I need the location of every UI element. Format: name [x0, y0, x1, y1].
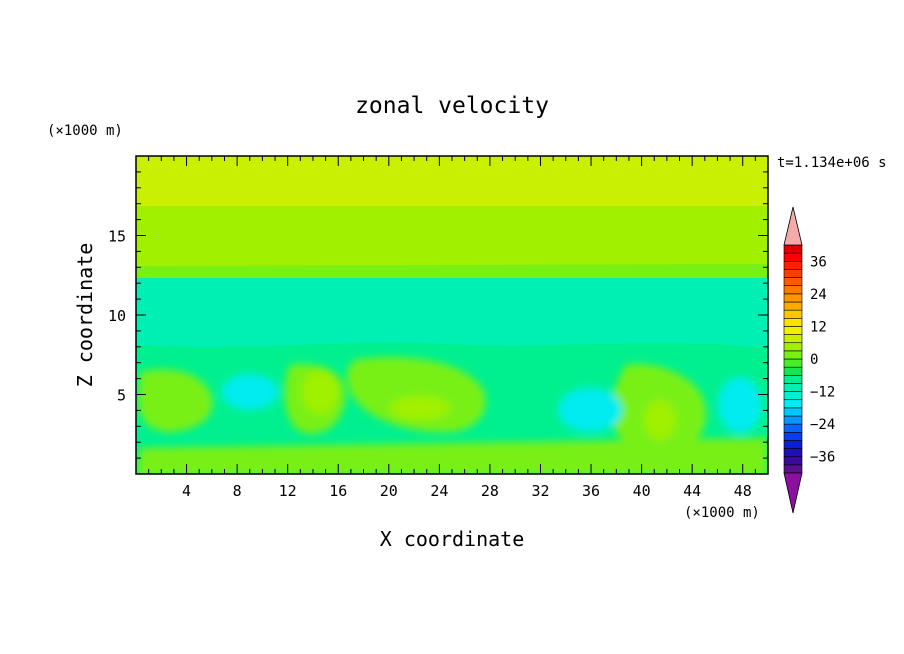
- colorbar-tick-labels: −36 −24 −12 0 12 24 36: [810, 254, 835, 465]
- colorbar-swatch: [783, 277, 803, 287]
- colorbar-tick-label: −36: [810, 450, 835, 466]
- contour-field: [136, 156, 768, 474]
- jet-edge: [136, 264, 768, 282]
- x-axis-label: X coordinate: [380, 527, 525, 551]
- x-tick-label: 12: [279, 482, 297, 500]
- colorbar-over-arrow: [783, 206, 803, 246]
- colorbar-swatch: [783, 350, 803, 360]
- y-tick-labels: 5 10 15: [108, 228, 126, 405]
- band-mid-upper: [136, 206, 768, 272]
- colorbar-swatch: [783, 431, 803, 441]
- colorbar-swatch: [783, 440, 803, 449]
- colorbar-swatch: [783, 383, 803, 392]
- lower-green-5: [136, 438, 768, 474]
- colorbar-tick-label: 36: [810, 254, 827, 270]
- colorbar: [783, 206, 803, 514]
- band-upper-bright: [136, 156, 768, 196]
- colorbar-tick-label: −12: [810, 385, 835, 401]
- x-tick-label: 20: [380, 482, 398, 500]
- colorbar-swatch: [783, 391, 803, 401]
- colorbar-swatch: [783, 456, 803, 466]
- colorbar-tick-label: 24: [810, 287, 827, 303]
- x-tick-label: 8: [233, 482, 242, 500]
- x-tick-label: 16: [329, 482, 347, 500]
- colorbar-swatch: [783, 269, 803, 278]
- yellow-green-1: [390, 396, 450, 420]
- axis-ticks: [136, 156, 768, 474]
- colorbar-swatch: [783, 358, 803, 368]
- colorbar-swatch: [783, 260, 803, 270]
- y-axis-unit: (×1000 m): [47, 123, 123, 139]
- x-tick-label: 28: [481, 482, 499, 500]
- cyan-pocket-1: [222, 374, 278, 410]
- x-tick-label: 36: [582, 482, 600, 500]
- colorbar-swatch: [783, 374, 803, 384]
- y-tick-label: 15: [108, 228, 126, 246]
- colorbar-swatch: [783, 244, 803, 254]
- yellow-green-3: [644, 400, 676, 440]
- colorbar-swatch: [783, 309, 803, 319]
- cyan-pocket-2: [558, 388, 622, 432]
- colorbar-swatch: [783, 285, 803, 295]
- y-tick-label: 5: [117, 387, 126, 405]
- colorbar-swatch: [783, 293, 803, 303]
- colorbar-swatch: [783, 366, 803, 376]
- time-label: t=1.134e+06 s: [777, 155, 887, 171]
- cyan-pocket-3: [718, 377, 762, 433]
- colorbar-swatch: [783, 448, 803, 458]
- lower-green-3: [346, 357, 486, 433]
- x-tick-label: 24: [430, 482, 448, 500]
- y-tick-label: 10: [108, 307, 126, 325]
- colorbar-swatch: [783, 399, 803, 409]
- lower-green-1: [138, 369, 213, 432]
- x-tick-label: 32: [531, 482, 549, 500]
- x-tick-label: 40: [633, 482, 651, 500]
- colorbar-tick-label: 12: [810, 319, 827, 335]
- colorbar-swatch: [783, 342, 803, 352]
- colorbar-swatch: [783, 326, 803, 335]
- x-tick-label: 4: [182, 482, 191, 500]
- colorbar-tick-label: −24: [810, 417, 835, 433]
- x-tick-label: 48: [734, 482, 752, 500]
- colorbar-tick-label: 0: [810, 352, 818, 368]
- colorbar-swatch: [783, 317, 803, 327]
- colorbar-swatch: [783, 464, 803, 474]
- yellow-green-2: [302, 370, 338, 414]
- colorbar-swatch: [783, 407, 803, 417]
- x-axis-unit: (×1000 m): [684, 505, 760, 521]
- colorbar-under-arrow: [783, 472, 803, 514]
- colorbar-swatch: [783, 252, 803, 262]
- x-tick-label: 44: [683, 482, 701, 500]
- colorbar-swatch: [783, 301, 803, 311]
- y-axis-label: Z coordinate: [73, 243, 97, 388]
- colorbar-swatch: [783, 415, 803, 425]
- colorbar-swatch: [783, 334, 803, 344]
- x-tick-labels: 4 8 12 16 20 24 28 32 36 40 44 48: [182, 482, 752, 500]
- colorbar-swatch: [783, 423, 803, 433]
- chart-title: zonal velocity: [355, 93, 549, 119]
